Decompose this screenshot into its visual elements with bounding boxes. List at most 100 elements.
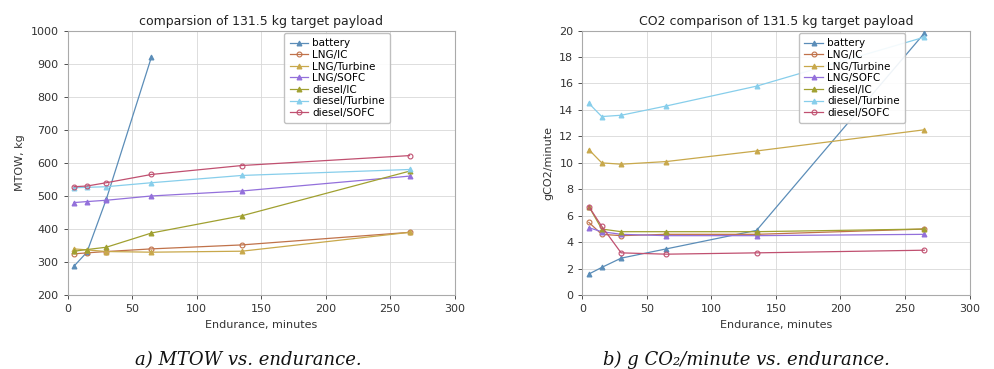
diesel/IC	[100, 245, 112, 249]
LNG/SOFC	[404, 174, 415, 178]
Line: diesel/IC: diesel/IC	[72, 169, 412, 254]
diesel/IC	[595, 227, 607, 231]
Line: diesel/IC: diesel/IC	[585, 204, 925, 234]
diesel/SOFC	[660, 252, 672, 256]
Line: LNG/IC: LNG/IC	[72, 230, 412, 256]
Text: a) MTOW vs. endurance.: a) MTOW vs. endurance.	[135, 351, 362, 369]
LNG/Turbine	[81, 248, 92, 252]
battery	[68, 264, 80, 268]
Y-axis label: MTOW, kg: MTOW, kg	[15, 135, 25, 191]
LNG/SOFC	[595, 230, 607, 234]
battery	[81, 250, 92, 254]
Legend: battery, LNG/IC, LNG/Turbine, LNG/SOFC, diesel/IC, diesel/Turbine, diesel/SOFC: battery, LNG/IC, LNG/Turbine, LNG/SOFC, …	[284, 33, 390, 123]
LNG/Turbine	[145, 250, 157, 254]
LNG/Turbine	[100, 249, 112, 254]
diesel/SOFC	[81, 184, 92, 188]
diesel/SOFC	[100, 180, 112, 185]
diesel/IC	[749, 230, 761, 234]
LNG/IC	[749, 232, 761, 237]
LNG/SOFC	[81, 199, 92, 204]
diesel/SOFC	[582, 204, 594, 209]
LNG/Turbine	[660, 159, 672, 164]
diesel/Turbine	[917, 35, 929, 39]
battery	[582, 272, 594, 276]
LNG/SOFC	[100, 198, 112, 203]
Line: LNG/Turbine: LNG/Turbine	[72, 230, 412, 255]
diesel/Turbine	[100, 184, 112, 189]
diesel/SOFC	[749, 251, 761, 255]
diesel/IC	[236, 214, 248, 218]
LNG/Turbine	[68, 246, 80, 251]
battery	[917, 31, 929, 35]
LNG/Turbine	[749, 149, 761, 153]
diesel/SOFC	[236, 163, 248, 168]
X-axis label: Endurance, minutes: Endurance, minutes	[719, 320, 831, 330]
diesel/IC	[404, 169, 415, 173]
LNG/SOFC	[236, 189, 248, 193]
Line: diesel/SOFC: diesel/SOFC	[585, 204, 925, 256]
Line: battery: battery	[72, 55, 154, 269]
battery	[614, 256, 626, 261]
diesel/SOFC	[68, 184, 80, 189]
LNG/IC	[917, 227, 929, 231]
Line: diesel/SOFC: diesel/SOFC	[72, 153, 412, 189]
LNG/IC	[582, 220, 594, 225]
diesel/SOFC	[145, 172, 157, 177]
battery	[595, 265, 607, 270]
LNG/Turbine	[582, 148, 594, 152]
LNG/IC	[404, 230, 415, 235]
diesel/SOFC	[595, 224, 607, 229]
diesel/Turbine	[145, 180, 157, 185]
Text: b) g CO₂/minute vs. endurance.: b) g CO₂/minute vs. endurance.	[602, 351, 889, 369]
LNG/Turbine	[404, 230, 415, 235]
LNG/IC	[68, 252, 80, 256]
diesel/SOFC	[614, 251, 626, 255]
battery	[100, 197, 112, 201]
battery	[660, 246, 672, 251]
diesel/IC	[81, 247, 92, 252]
diesel/IC	[614, 230, 626, 234]
diesel/Turbine	[614, 113, 626, 117]
Title: CO2 comparison of 131.5 kg target payload: CO2 comparison of 131.5 kg target payloa…	[638, 15, 912, 28]
Line: diesel/Turbine: diesel/Turbine	[585, 35, 925, 119]
Line: LNG/SOFC: LNG/SOFC	[72, 174, 412, 205]
LNG/SOFC	[68, 200, 80, 205]
LNG/IC	[660, 232, 672, 237]
LNG/SOFC	[145, 194, 157, 198]
LNG/SOFC	[582, 225, 594, 230]
battery	[749, 228, 761, 232]
LNG/IC	[100, 249, 112, 254]
diesel/Turbine	[660, 104, 672, 108]
diesel/Turbine	[595, 114, 607, 119]
LNG/SOFC	[614, 232, 626, 237]
LNG/Turbine	[236, 249, 248, 254]
LNG/SOFC	[749, 234, 761, 238]
diesel/SOFC	[404, 154, 415, 158]
Line: battery: battery	[585, 31, 925, 276]
diesel/Turbine	[236, 173, 248, 177]
diesel/IC	[660, 230, 672, 234]
diesel/Turbine	[582, 101, 594, 106]
LNG/Turbine	[917, 128, 929, 132]
Line: LNG/IC: LNG/IC	[585, 220, 925, 238]
LNG/SOFC	[660, 234, 672, 238]
diesel/IC	[917, 227, 929, 231]
diesel/Turbine	[749, 84, 761, 88]
LNG/IC	[614, 234, 626, 238]
diesel/Turbine	[81, 185, 92, 190]
diesel/Turbine	[68, 186, 80, 190]
diesel/Turbine	[404, 167, 415, 172]
diesel/IC	[145, 231, 157, 235]
Line: diesel/Turbine: diesel/Turbine	[72, 167, 412, 190]
LNG/IC	[236, 243, 248, 247]
Y-axis label: gCO2/minute: gCO2/minute	[543, 126, 553, 200]
X-axis label: Endurance, minutes: Endurance, minutes	[205, 320, 317, 330]
Legend: battery, LNG/IC, LNG/Turbine, LNG/SOFC, diesel/IC, diesel/Turbine, diesel/SOFC: battery, LNG/IC, LNG/Turbine, LNG/SOFC, …	[798, 33, 905, 123]
LNG/IC	[595, 232, 607, 237]
battery	[145, 55, 157, 59]
LNG/Turbine	[614, 162, 626, 166]
Line: LNG/Turbine: LNG/Turbine	[585, 127, 925, 167]
LNG/SOFC	[917, 232, 929, 237]
LNG/IC	[81, 251, 92, 255]
Line: LNG/SOFC: LNG/SOFC	[585, 225, 925, 238]
